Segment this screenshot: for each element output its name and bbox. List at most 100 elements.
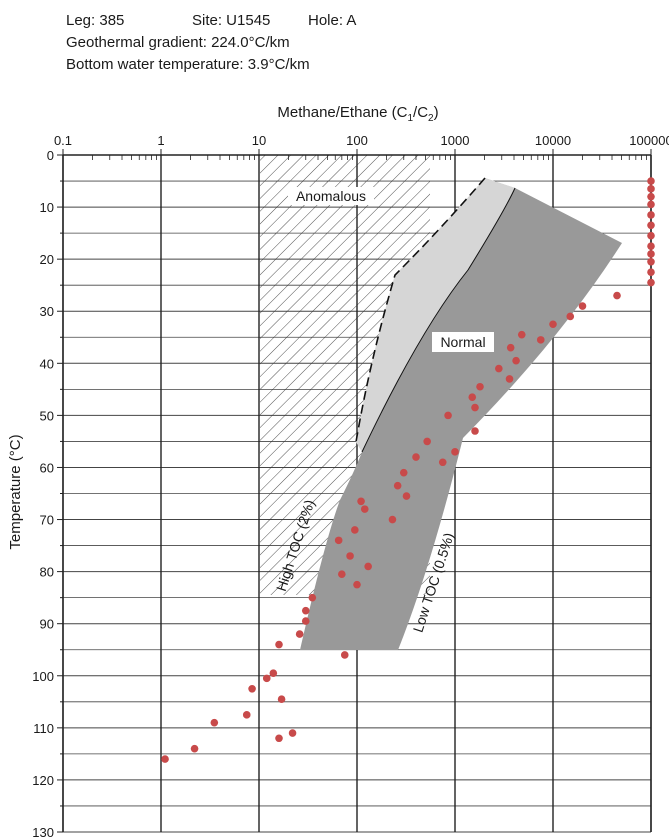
data-point xyxy=(262,674,271,683)
data-point xyxy=(647,250,655,258)
data-point xyxy=(412,453,420,461)
data-point xyxy=(495,364,503,373)
data-point xyxy=(647,221,655,230)
data-point xyxy=(647,257,655,266)
x-axis-title: Methane/Ethane (C1/C2) xyxy=(277,104,438,124)
data-point xyxy=(353,580,361,589)
data-point xyxy=(388,515,397,524)
x-tick-label: 10 xyxy=(252,133,266,148)
x-tick-label: 10000 xyxy=(535,133,571,148)
data-point xyxy=(295,630,304,638)
data-point xyxy=(190,744,199,753)
data-point xyxy=(647,200,655,209)
data-point xyxy=(269,669,278,677)
y-tick-label: 20 xyxy=(40,252,54,267)
site-label: Site: U1545 xyxy=(192,12,271,29)
bottom-water-label: Bottom water temperature: 3.9°C/km xyxy=(66,56,310,73)
data-point xyxy=(357,497,365,506)
y-axis-title: Temperature (°C) xyxy=(7,434,24,549)
y-tick-label: 10 xyxy=(40,200,54,215)
data-point xyxy=(161,755,169,763)
y-tick-label: 120 xyxy=(32,773,54,788)
anomalous-boundary-dashed xyxy=(355,177,486,443)
data-point xyxy=(578,302,587,310)
y-tick-label: 130 xyxy=(32,825,54,837)
data-point xyxy=(471,427,479,435)
y-tick-label: 60 xyxy=(40,460,54,475)
data-point xyxy=(549,320,557,329)
data-point xyxy=(471,403,479,412)
y-tick-label: 50 xyxy=(40,408,54,423)
data-point xyxy=(647,192,655,201)
normal-zone-upper-light xyxy=(356,178,515,452)
data-point xyxy=(277,695,286,704)
data-point xyxy=(444,411,452,420)
data-point xyxy=(505,375,514,383)
data-point xyxy=(242,711,251,719)
data-point xyxy=(476,382,484,391)
y-tick-label: 0 xyxy=(47,148,54,163)
data-point xyxy=(301,617,310,625)
data-point xyxy=(338,570,346,579)
data-point xyxy=(647,177,655,185)
data-point xyxy=(360,505,369,513)
data-point xyxy=(364,562,372,571)
data-point xyxy=(275,640,283,649)
data-point xyxy=(351,526,359,534)
data-point xyxy=(438,458,447,467)
data-point xyxy=(647,211,655,219)
data-point xyxy=(346,552,354,560)
data-point xyxy=(308,593,317,602)
normal-zone-dark xyxy=(300,188,622,650)
anomalous-label-bg xyxy=(288,187,374,205)
y-tick-label: 80 xyxy=(40,565,54,580)
axis-layer: 0.1 1 10 100 1000 10000 1000000102030405060708… xyxy=(32,133,669,837)
x-tick-label: 1 xyxy=(157,133,164,148)
data-point xyxy=(536,336,545,344)
y-tick-label: 40 xyxy=(40,356,54,371)
y-tick-label: 70 xyxy=(40,513,54,528)
data-point xyxy=(340,651,349,659)
data-point xyxy=(468,393,477,401)
data-point xyxy=(647,231,655,240)
data-point xyxy=(393,481,402,490)
hole-label: Hole: A xyxy=(308,12,357,29)
data-point xyxy=(512,356,520,365)
data-point xyxy=(613,291,621,300)
data-point xyxy=(566,312,575,321)
gradient-label: Geothermal gradient: 224.0°C/km xyxy=(66,34,290,51)
y-tick-label: 110 xyxy=(33,721,54,736)
region-layer xyxy=(260,155,622,650)
leg-label: Leg: 385 xyxy=(66,12,125,29)
y-tick-label: 90 xyxy=(40,617,54,632)
data-point xyxy=(451,448,459,456)
x-tick-label: 100000 xyxy=(629,133,669,148)
y-tick-label: 30 xyxy=(40,304,54,319)
data-point xyxy=(647,268,655,276)
data-point xyxy=(517,330,526,339)
data-point xyxy=(506,343,515,352)
data-point xyxy=(301,606,310,615)
x-tick-label: 0.1 xyxy=(54,133,72,148)
data-point xyxy=(402,492,411,500)
points-layer xyxy=(161,177,655,763)
header-row-ids: Leg: 385 Site: U1545 Hole: A xyxy=(66,10,356,32)
data-point xyxy=(248,684,256,693)
normal-label: Normal xyxy=(440,334,485,350)
data-point xyxy=(647,278,655,287)
data-point xyxy=(210,718,219,727)
data-point xyxy=(647,242,655,250)
data-point xyxy=(423,437,431,446)
data-point xyxy=(275,734,283,743)
data-point xyxy=(288,729,297,737)
anomalous-label: Anomalous xyxy=(296,188,366,204)
x-tick-label: 100 xyxy=(346,133,368,148)
header-info: Leg: 385 Site: U1545 Hole: A Geothermal gr… xyxy=(66,10,356,76)
data-point xyxy=(334,536,343,545)
x-tick-label: 1000 xyxy=(441,133,470,148)
toc-boundary-line xyxy=(361,187,516,453)
y-tick-label: 100 xyxy=(32,669,54,684)
data-point xyxy=(647,185,655,193)
data-point xyxy=(399,468,408,477)
